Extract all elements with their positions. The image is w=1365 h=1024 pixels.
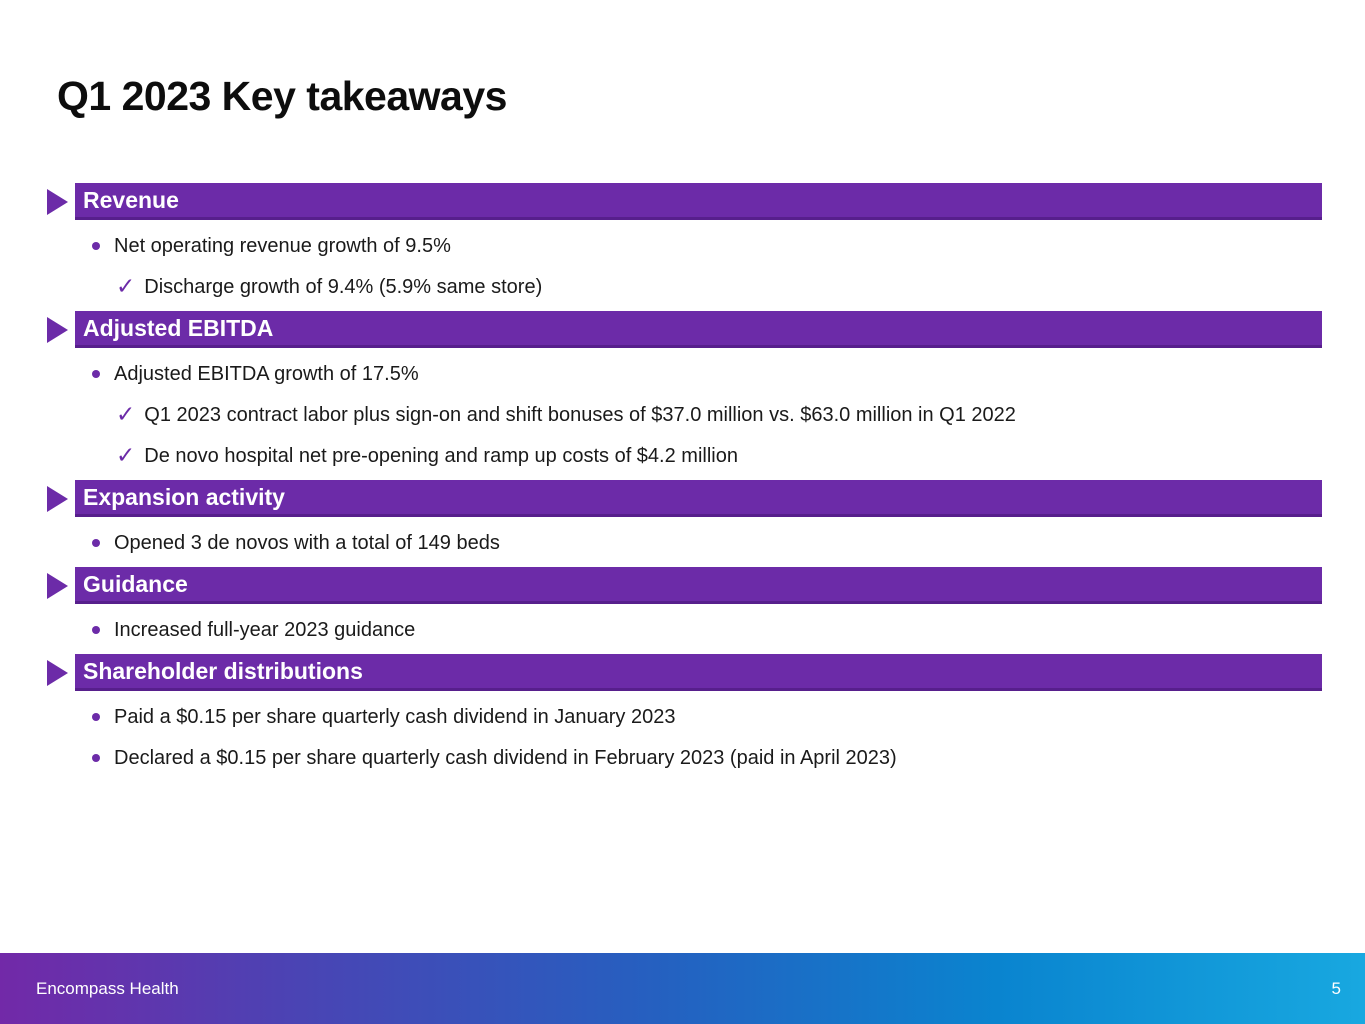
section: Shareholder distributions Paid a $0.15 p… (0, 654, 1365, 773)
check-icon: ✓ (116, 273, 136, 300)
bullet-text: Paid a $0.15 per share quarterly cash di… (114, 705, 676, 728)
bullet-item: Adjusted EBITDA growth of 17.5% (0, 359, 1365, 389)
section-header-bar: Expansion activity (75, 480, 1322, 517)
check-icon: ✓ (116, 442, 136, 469)
section-title: Adjusted EBITDA (83, 314, 274, 341)
footer-brand: Encompass Health (36, 978, 179, 998)
section-items: Increased full-year 2023 guidance (0, 615, 1365, 645)
section-header: Adjusted EBITDA (0, 311, 1365, 348)
section: Revenue Net operating revenue growth of … (0, 183, 1365, 302)
section-title: Revenue (83, 186, 179, 213)
bullet-item: Opened 3 de novos with a total of 149 be… (0, 528, 1365, 558)
bullet-dot-icon (92, 242, 100, 250)
check-text: Discharge growth of 9.4% (5.9% same stor… (144, 275, 543, 298)
check-item: ✓ De novo hospital net pre-opening and r… (0, 441, 1365, 471)
bullet-dot-icon (92, 754, 100, 762)
sections-container: Revenue Net operating revenue growth of … (0, 183, 1365, 773)
check-item: ✓ Q1 2023 contract labor plus sign-on an… (0, 400, 1365, 430)
bullet-text: Opened 3 de novos with a total of 149 be… (114, 531, 500, 554)
bullet-text: Increased full-year 2023 guidance (114, 618, 416, 641)
check-text: Q1 2023 contract labor plus sign-on and … (144, 403, 1016, 426)
section-title: Expansion activity (83, 483, 285, 510)
section: Expansion activity Opened 3 de novos wit… (0, 480, 1365, 558)
section: Adjusted EBITDA Adjusted EBITDA growth o… (0, 311, 1365, 471)
page-number: 5 (1331, 978, 1341, 998)
bullet-text: Declared a $0.15 per share quarterly cas… (114, 746, 897, 769)
check-text: De novo hospital net pre-opening and ram… (144, 444, 738, 467)
bullet-item: Paid a $0.15 per share quarterly cash di… (0, 702, 1365, 732)
section-title: Shareholder distributions (83, 657, 363, 684)
bullet-item: Declared a $0.15 per share quarterly cas… (0, 743, 1365, 773)
section-header: Expansion activity (0, 480, 1365, 517)
arrow-right-icon (47, 659, 68, 686)
arrow-right-icon (47, 316, 68, 343)
arrow-right-icon (47, 188, 68, 215)
check-icon: ✓ (116, 401, 136, 428)
section-items: Net operating revenue growth of 9.5% ✓ D… (0, 231, 1365, 302)
section-header: Revenue (0, 183, 1365, 220)
bullet-dot-icon (92, 370, 100, 378)
section-header-bar: Guidance (75, 567, 1322, 604)
section-header-bar: Adjusted EBITDA (75, 311, 1322, 348)
section-header: Shareholder distributions (0, 654, 1365, 691)
bullet-text: Adjusted EBITDA growth of 17.5% (114, 362, 419, 385)
page-title: Q1 2023 Key takeaways (57, 73, 507, 119)
section-header-bar: Shareholder distributions (75, 654, 1322, 691)
bullet-dot-icon (92, 539, 100, 547)
bullet-dot-icon (92, 713, 100, 721)
bullet-item: Net operating revenue growth of 9.5% (0, 231, 1365, 261)
section-items: Adjusted EBITDA growth of 17.5% ✓ Q1 202… (0, 359, 1365, 471)
section-header-bar: Revenue (75, 183, 1322, 220)
bullet-item: Increased full-year 2023 guidance (0, 615, 1365, 645)
arrow-right-icon (47, 485, 68, 512)
bullet-dot-icon (92, 626, 100, 634)
section-title: Guidance (83, 570, 188, 597)
check-item: ✓ Discharge growth of 9.4% (5.9% same st… (0, 272, 1365, 302)
section-header: Guidance (0, 567, 1365, 604)
footer-bar: Encompass Health 5 (0, 953, 1365, 1024)
section-items: Paid a $0.15 per share quarterly cash di… (0, 702, 1365, 773)
bullet-text: Net operating revenue growth of 9.5% (114, 234, 451, 257)
section-items: Opened 3 de novos with a total of 149 be… (0, 528, 1365, 558)
section: Guidance Increased full-year 2023 guidan… (0, 567, 1365, 645)
arrow-right-icon (47, 572, 68, 599)
